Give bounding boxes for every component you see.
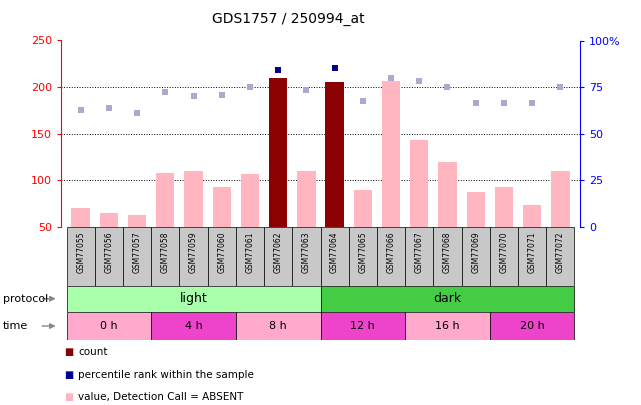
Bar (405, 312, 490, 340)
Bar (292, 227, 320, 286)
Bar (490, 312, 574, 340)
Text: GSM77062: GSM77062 (274, 232, 283, 273)
Bar (241, 174, 259, 227)
Point (442, 84, 453, 90)
Bar (100, 213, 118, 227)
Point (273, 67, 283, 74)
Point (358, 98, 368, 104)
Point (245, 84, 255, 90)
Bar (490, 227, 518, 286)
Bar (320, 312, 405, 340)
Bar (67, 227, 95, 286)
Text: ■: ■ (64, 370, 73, 379)
Bar (95, 227, 123, 286)
Text: GSM77060: GSM77060 (217, 232, 226, 273)
Bar (523, 205, 541, 227)
Text: GSM77066: GSM77066 (387, 232, 395, 273)
Bar (179, 227, 208, 286)
Bar (320, 286, 574, 312)
Bar (495, 187, 513, 227)
Bar (269, 78, 287, 227)
Text: 4 h: 4 h (185, 321, 203, 331)
Text: time: time (3, 321, 28, 331)
Text: GSM77069: GSM77069 (471, 232, 480, 273)
Text: GSM77067: GSM77067 (415, 232, 424, 273)
Text: protocol: protocol (3, 294, 49, 304)
Point (188, 93, 199, 100)
Bar (405, 227, 433, 286)
Text: GSM77065: GSM77065 (358, 232, 367, 273)
Point (499, 100, 509, 106)
Text: GSM77057: GSM77057 (133, 232, 142, 273)
Point (76, 107, 86, 114)
Text: GSM77064: GSM77064 (330, 232, 339, 273)
Bar (551, 171, 569, 227)
Bar (185, 171, 203, 227)
Text: GSM77061: GSM77061 (246, 232, 254, 273)
Bar (72, 208, 90, 227)
Bar (467, 192, 485, 227)
Bar (123, 227, 151, 286)
Text: GSM77056: GSM77056 (104, 232, 113, 273)
Point (104, 104, 114, 111)
Bar (377, 227, 405, 286)
Text: 20 h: 20 h (520, 321, 544, 331)
Text: 8 h: 8 h (269, 321, 287, 331)
Text: GSM77063: GSM77063 (302, 232, 311, 273)
Text: ■: ■ (64, 347, 73, 357)
Text: GSM77058: GSM77058 (161, 232, 170, 273)
Bar (410, 140, 428, 227)
Text: GSM77059: GSM77059 (189, 232, 198, 273)
Bar (236, 227, 264, 286)
Bar (433, 227, 462, 286)
Bar (128, 215, 146, 227)
Bar (438, 162, 456, 227)
Bar (518, 227, 546, 286)
Bar (67, 312, 151, 340)
Text: GSM77072: GSM77072 (556, 232, 565, 273)
Text: GDS1757 / 250994_at: GDS1757 / 250994_at (212, 12, 365, 26)
Bar (208, 227, 236, 286)
Bar (151, 312, 236, 340)
Bar (546, 227, 574, 286)
Bar (349, 227, 377, 286)
Bar (462, 227, 490, 286)
Bar (264, 227, 292, 286)
Point (386, 75, 396, 81)
Bar (382, 81, 400, 227)
Text: value, Detection Call = ABSENT: value, Detection Call = ABSENT (78, 392, 244, 402)
Bar (326, 83, 344, 227)
Point (329, 65, 340, 72)
Bar (320, 227, 349, 286)
Text: percentile rank within the sample: percentile rank within the sample (78, 370, 254, 379)
Text: GSM77055: GSM77055 (76, 232, 85, 273)
Bar (354, 190, 372, 227)
Point (160, 89, 171, 95)
Point (470, 100, 481, 106)
Bar (213, 187, 231, 227)
Bar (156, 173, 174, 227)
Text: GSM77070: GSM77070 (499, 232, 508, 273)
Point (217, 91, 227, 98)
Bar (151, 227, 179, 286)
Point (132, 110, 142, 116)
Point (414, 77, 424, 84)
Text: 12 h: 12 h (351, 321, 375, 331)
Point (527, 100, 537, 106)
Text: ■: ■ (64, 392, 73, 402)
Point (555, 84, 565, 90)
Bar (236, 312, 320, 340)
Text: 16 h: 16 h (435, 321, 460, 331)
Text: 0 h: 0 h (100, 321, 118, 331)
Text: light: light (179, 292, 208, 305)
Text: count: count (78, 347, 108, 357)
Bar (67, 286, 320, 312)
Point (301, 87, 312, 93)
Text: dark: dark (433, 292, 462, 305)
Text: GSM77071: GSM77071 (528, 232, 537, 273)
Bar (297, 171, 315, 227)
Text: GSM77068: GSM77068 (443, 232, 452, 273)
